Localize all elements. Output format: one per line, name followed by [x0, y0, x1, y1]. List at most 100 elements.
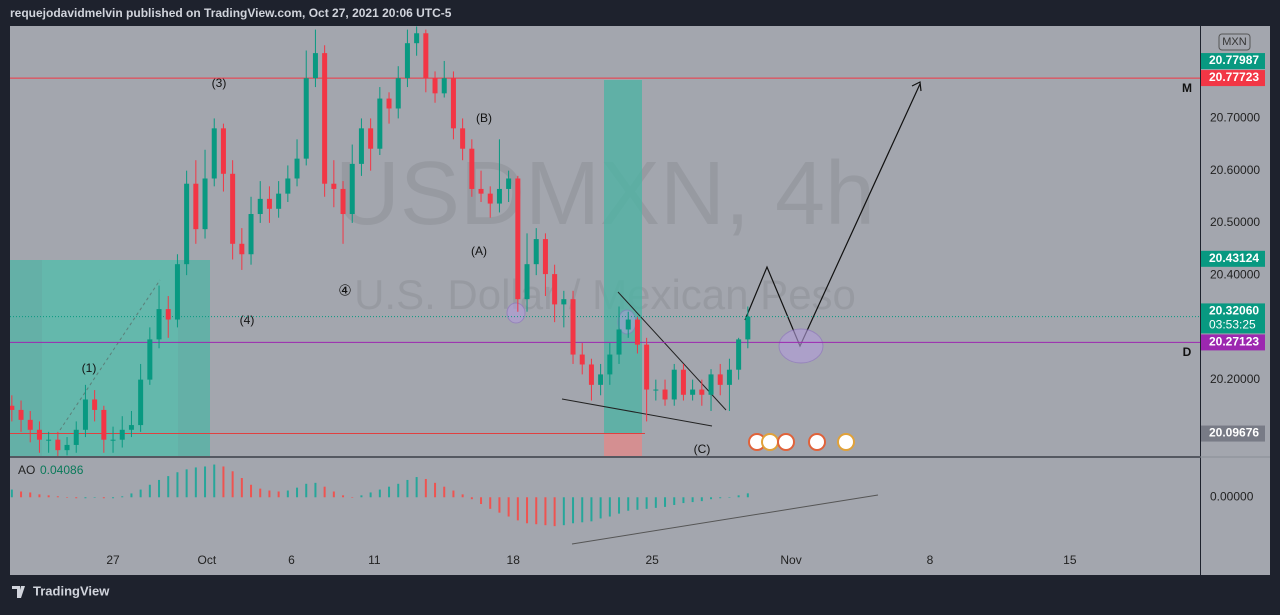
ao-bar [470, 497, 473, 500]
candle-body [64, 444, 70, 451]
candle-body [331, 183, 337, 189]
candle-body [616, 329, 622, 355]
ao-bar [250, 484, 253, 498]
header: requejodavidmelvin published on TradingV… [10, 6, 452, 20]
candle-body [294, 158, 300, 179]
candle-body [211, 128, 217, 179]
level-mark: M [1182, 81, 1192, 95]
ao-bar [526, 497, 529, 524]
x-tick-label: 25 [645, 553, 659, 567]
ao-bar [544, 497, 547, 526]
ao-bar [213, 464, 216, 498]
ao-bar [286, 490, 289, 498]
candle-body [322, 53, 328, 184]
candle-body [414, 33, 420, 44]
candle-body [377, 98, 383, 149]
candle-body [653, 389, 659, 391]
ao-bar [351, 497, 354, 498]
candle-body [542, 239, 548, 275]
price-label: 20.77987 [1209, 53, 1259, 67]
candle-body [73, 429, 79, 445]
x-tick-label: 6 [288, 553, 295, 567]
event-flag [777, 433, 795, 451]
candles [10, 26, 751, 456]
candle-body [662, 389, 668, 400]
candle-body [276, 193, 282, 209]
candle-body [487, 193, 493, 204]
candle-body [506, 178, 512, 189]
candle-body [404, 43, 410, 79]
candle-body [184, 183, 190, 265]
ao-bar [498, 497, 501, 513]
ao-bar [112, 497, 115, 499]
price-label-box [1201, 53, 1265, 70]
candle-body [92, 399, 98, 410]
time-range-box [604, 80, 642, 434]
candle-body [285, 178, 291, 194]
ao-bar [636, 497, 639, 510]
ao-bar [406, 479, 409, 498]
ao-bar [443, 486, 446, 498]
ao-bar [480, 497, 483, 505]
ao-bar [737, 495, 740, 498]
indicator-name: AO [18, 463, 35, 477]
candle-body [349, 163, 355, 215]
candle-body [726, 369, 732, 385]
candle-body [138, 379, 144, 426]
event-flag [808, 433, 826, 451]
ao-bar [415, 477, 418, 498]
candle-body [110, 439, 116, 441]
ao-bar [654, 497, 657, 508]
ao-bar [452, 490, 455, 498]
y-tick-label: 20.60000 [1210, 163, 1260, 177]
candle-body [524, 264, 530, 300]
candle-body [248, 214, 254, 255]
candle-body [119, 429, 125, 440]
ao-bar [572, 497, 575, 524]
price-label-box [1201, 250, 1265, 267]
ao-bar [627, 497, 630, 511]
candle-body [423, 33, 429, 79]
ao-bar [719, 497, 722, 499]
ao-bar [121, 496, 124, 498]
price-label: 20.77723 [1209, 70, 1259, 84]
candle-body [745, 316, 751, 340]
candle-body [625, 319, 631, 330]
currency-box[interactable] [1218, 33, 1251, 51]
candle-body [174, 264, 180, 320]
time-axis [10, 548, 1200, 575]
ao-bar [259, 488, 262, 498]
ao-bar [84, 497, 87, 499]
target-ellipse [778, 328, 824, 364]
candle-body [708, 374, 714, 395]
arrow-head [911, 81, 922, 92]
ao-bar [20, 491, 23, 498]
ao-bar [608, 497, 611, 517]
ao-bar [240, 478, 243, 498]
ao-bar [139, 489, 142, 498]
candle-body [156, 309, 162, 340]
price-label: 20.32060 [1209, 304, 1259, 318]
ao-bar [231, 471, 234, 498]
candle-body [239, 243, 245, 255]
position-box-inner [42, 260, 178, 456]
candle-body [561, 299, 567, 305]
currency[interactable]: MXN [1222, 36, 1247, 48]
candle-body [312, 53, 318, 79]
candle-body [18, 409, 24, 420]
ao-bar [397, 483, 400, 498]
x-tick-label: 15 [1063, 553, 1077, 567]
ao-bar [728, 497, 731, 498]
ao-bar [10, 489, 13, 498]
candle-body [736, 339, 742, 370]
ao-bars [10, 464, 749, 527]
candle-body [202, 178, 208, 230]
x-tick-label: 18 [507, 553, 521, 567]
ao-bar [562, 497, 565, 526]
candle-body [230, 173, 236, 244]
indicator-pane [10, 458, 1200, 548]
ao-bar [314, 482, 317, 498]
x-tick-label: 27 [106, 553, 120, 567]
x-tick-label: 11 [368, 553, 381, 567]
